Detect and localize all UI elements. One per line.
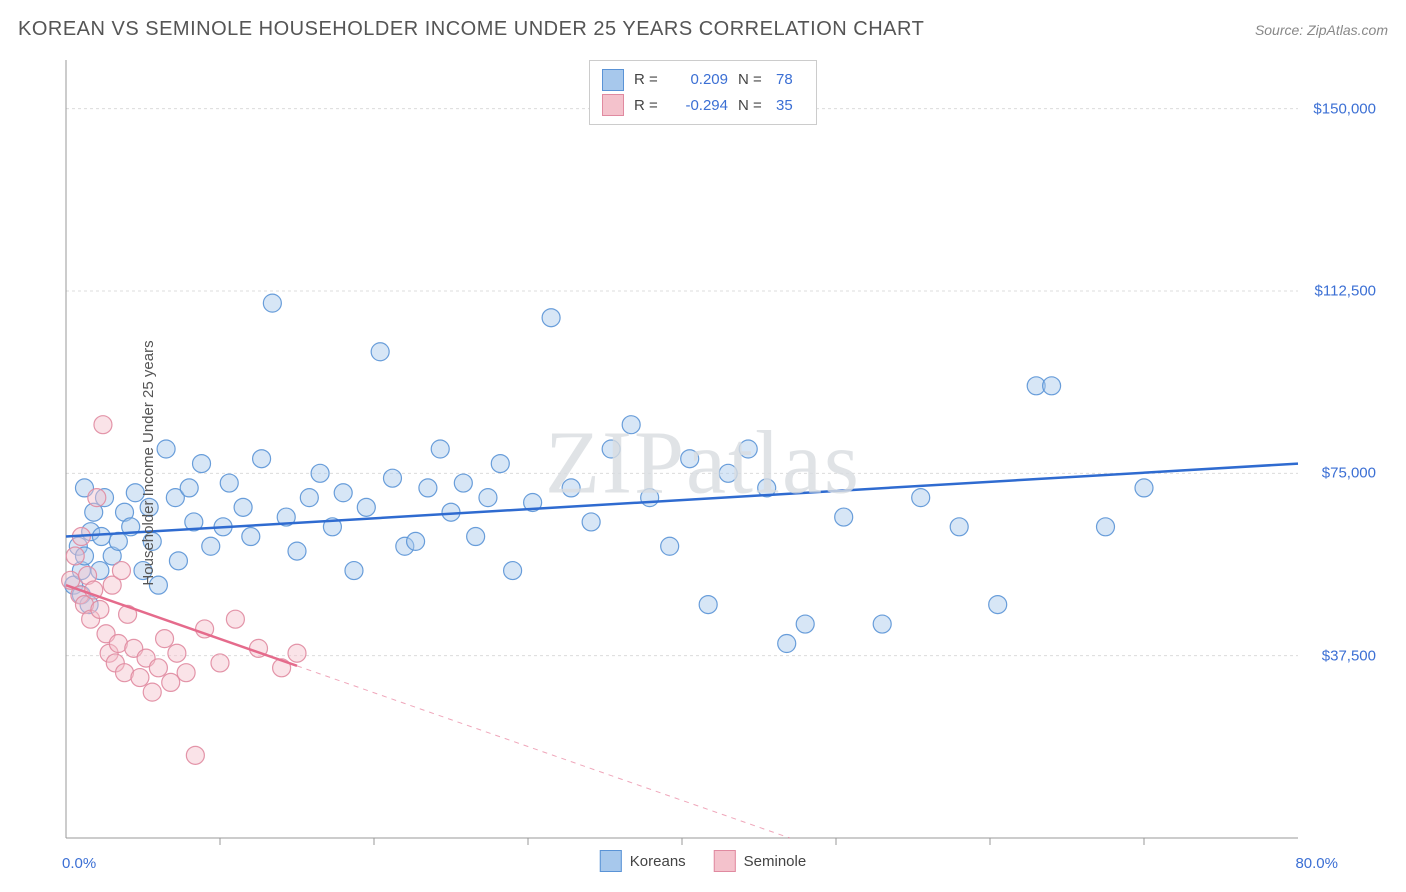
x-axis-min-label: 0.0%	[62, 855, 96, 872]
r-label: R =	[634, 93, 662, 119]
y-tick-label: $150,000	[1313, 100, 1376, 117]
chart-title: KOREAN VS SEMINOLE HOUSEHOLDER INCOME UN…	[18, 18, 924, 41]
swatch-koreans	[602, 69, 624, 91]
r-value-koreans: 0.209	[672, 67, 728, 93]
legend-item-koreans: Koreans	[600, 850, 686, 872]
chart-container: Householder Income Under 25 years ZIPatl…	[18, 52, 1388, 874]
series-legend: Koreans Seminole	[600, 850, 806, 872]
legend-row-seminole: R = -0.294 N = 35	[602, 93, 804, 119]
n-label: N =	[738, 93, 766, 119]
scatter-chart	[18, 52, 1388, 874]
n-label: N =	[738, 67, 766, 93]
r-label: R =	[634, 67, 662, 93]
r-value-seminole: -0.294	[672, 93, 728, 119]
y-axis-label: Householder Income Under 25 years	[140, 340, 157, 585]
swatch-seminole	[714, 850, 736, 872]
correlation-legend: R = 0.209 N = 78 R = -0.294 N = 35	[589, 60, 817, 125]
legend-label-koreans: Koreans	[630, 853, 686, 870]
y-tick-label: $37,500	[1322, 647, 1376, 664]
source-attribution: Source: ZipAtlas.com	[1255, 22, 1388, 38]
n-value-koreans: 78	[776, 67, 804, 93]
legend-label-seminole: Seminole	[744, 853, 807, 870]
y-tick-label: $75,000	[1322, 465, 1376, 482]
swatch-koreans	[600, 850, 622, 872]
legend-row-koreans: R = 0.209 N = 78	[602, 67, 804, 93]
swatch-seminole	[602, 94, 624, 116]
x-axis-max-label: 80.0%	[1295, 855, 1338, 872]
n-value-seminole: 35	[776, 93, 804, 119]
legend-item-seminole: Seminole	[714, 850, 807, 872]
y-tick-label: $112,500	[1315, 282, 1376, 299]
